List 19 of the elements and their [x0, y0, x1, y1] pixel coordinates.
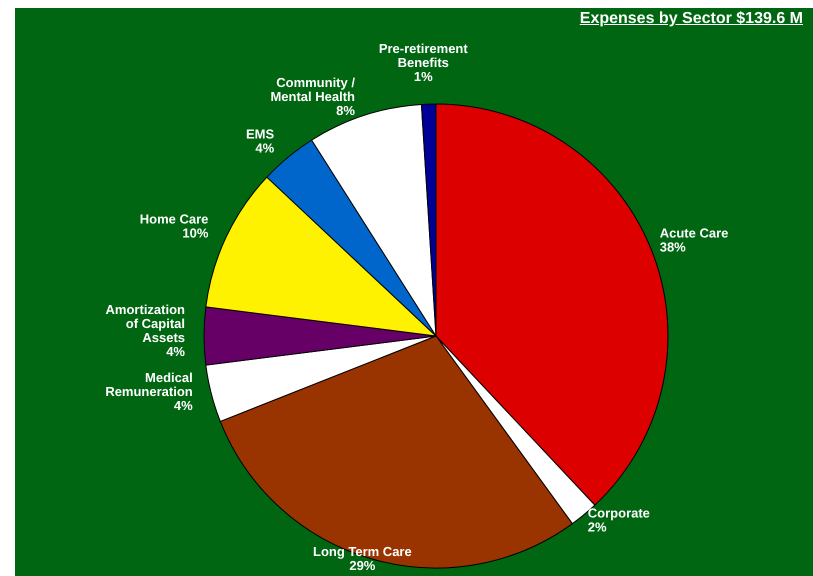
data-label: 4% — [255, 140, 275, 156]
slice-label: Medical Remuneration — [105, 370, 193, 400]
chart-title: Expenses by Sector $139.6 M — [580, 10, 803, 28]
slice-label: Amortization of Capital Assets — [106, 302, 186, 345]
data-label: 4% — [174, 398, 194, 414]
data-label: 38% — [660, 239, 686, 254]
data-label: 8% — [336, 103, 356, 118]
slice-label: Community / Mental Health — [270, 75, 356, 104]
slice-label: Corporate — [588, 506, 650, 521]
data-label: 29% — [349, 558, 376, 573]
data-label: 2% — [588, 520, 608, 535]
slice-label: EMS — [246, 126, 275, 142]
data-label: 4% — [166, 344, 186, 359]
data-label: 1% — [414, 69, 434, 84]
data-label: 10% — [182, 225, 209, 240]
slice-label: Home Care — [140, 211, 208, 226]
slice-label: Pre-retirement Benefits — [378, 41, 468, 70]
slice-label: Long Term Care — [313, 544, 412, 559]
slice-label: Acute Care — [660, 225, 728, 240]
